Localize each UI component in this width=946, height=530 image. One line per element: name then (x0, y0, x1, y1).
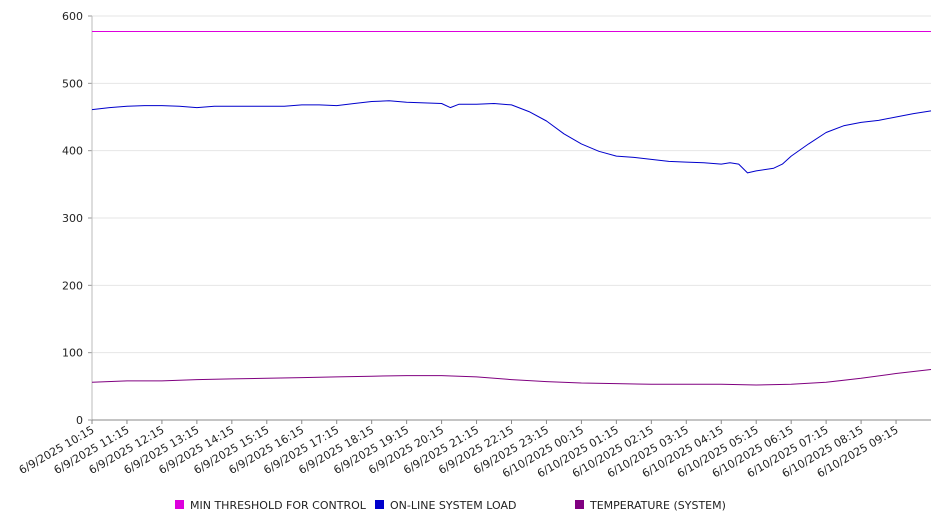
y-tick-label: 600 (62, 10, 83, 23)
legend-swatch (575, 500, 584, 509)
legend-item-1[interactable]: ON-LINE SYSTEM LOAD (375, 499, 516, 512)
grid-lines (92, 15, 931, 354)
series-lines (91, 31, 932, 386)
y-tick-label: 100 (62, 347, 83, 360)
series-line-2 (91, 369, 932, 386)
y-tick-label: 0 (76, 414, 83, 427)
y-tick-label: 300 (62, 212, 83, 225)
y-tick-label: 500 (62, 77, 83, 90)
legend-label: TEMPERATURE (SYSTEM) (589, 499, 726, 512)
legend: MIN THRESHOLD FOR CONTROL ON-LINE SYSTEM … (175, 499, 726, 512)
y-tick-label: 200 (62, 279, 83, 292)
y-tick-label: 400 (62, 145, 83, 158)
legend-label: ON-LINE SYSTEM LOAD (390, 499, 516, 512)
legend-label: MIN THRESHOLD FOR CONTROL (190, 499, 367, 512)
legend-item-2[interactable]: TEMPERATURE (SYSTEM) (575, 499, 726, 512)
legend-swatch (175, 500, 184, 509)
legend-swatch (375, 500, 384, 509)
legend-item-0[interactable]: MIN THRESHOLD FOR CONTROL (175, 499, 367, 512)
series-line-1 (91, 100, 932, 174)
